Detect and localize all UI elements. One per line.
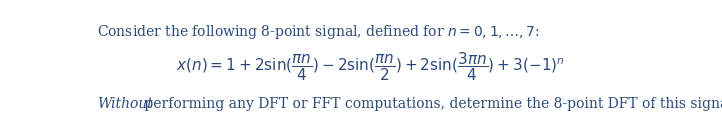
Text: $x(n) = 1 + 2\sin(\dfrac{\pi n}{4}) - 2\sin(\dfrac{\pi n}{2}) + 2\sin(\dfrac{3\p: $x(n) = 1 + 2\sin(\dfrac{\pi n}{4}) - 2\… — [175, 50, 565, 83]
Text: performing any DFT or FFT computations, determine the 8-point DFT of this signal: performing any DFT or FFT computations, … — [140, 97, 722, 111]
Text: Consider the following 8-point signal, defined for $n = 0, 1, \ldots, 7$:: Consider the following 8-point signal, d… — [97, 23, 540, 41]
Text: Without: Without — [97, 97, 153, 111]
